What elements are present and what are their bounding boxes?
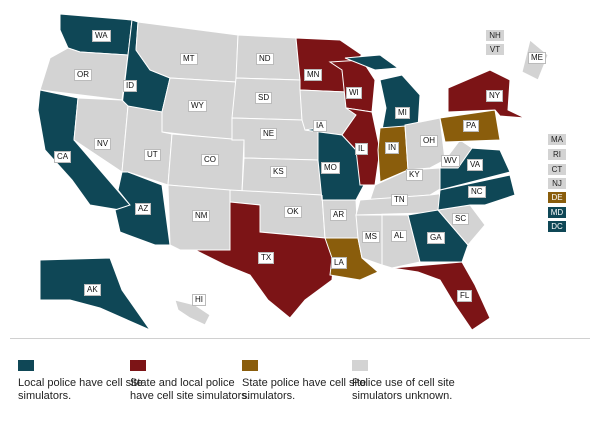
state-label-sd: SD — [255, 92, 273, 104]
legend-divider — [10, 338, 590, 339]
state-label-ne: NE — [260, 128, 278, 140]
small-state-box-md: MD — [548, 207, 566, 218]
state-label-or: OR — [74, 69, 92, 81]
state-label-tn: TN — [391, 194, 408, 206]
state-label-wy: WY — [188, 100, 207, 112]
state-label-id: ID — [123, 80, 137, 92]
state-label-ms: MS — [362, 231, 380, 243]
state-label-al: AL — [391, 230, 407, 242]
state-label-sc: SC — [452, 213, 470, 225]
small-state-box-ma: MA — [548, 134, 566, 145]
state-label-nm: NM — [192, 210, 211, 222]
state-label-co: CO — [201, 154, 219, 166]
small-state-box-nh: NH — [486, 30, 504, 41]
state-label-ut: UT — [144, 149, 161, 161]
state-label-me: ME — [528, 52, 546, 64]
state-label-ca: CA — [54, 151, 72, 163]
state-label-in: IN — [385, 142, 399, 154]
state-label-la: LA — [331, 257, 347, 269]
legend-swatch-state-local — [130, 360, 146, 371]
legend-label-state-local: State and local police have cell site si… — [130, 377, 250, 402]
small-state-box-dc: DC — [548, 221, 566, 232]
state-label-az: AZ — [135, 203, 152, 215]
legend-item-state-local: State and local police have cell site si… — [130, 360, 260, 403]
state-label-va: VA — [467, 159, 484, 171]
legend-swatch-local — [18, 360, 34, 371]
state-label-tx: TX — [258, 252, 275, 264]
state-label-nv: NV — [94, 138, 112, 150]
state-label-wi: WI — [346, 87, 362, 99]
state-label-nd: ND — [256, 53, 274, 65]
state-label-mo: MO — [321, 162, 340, 174]
state-label-fl: FL — [457, 290, 473, 302]
legend-item-local: Local police have cell site simulators. — [18, 360, 148, 403]
state-fl — [391, 261, 491, 331]
state-label-wv: WV — [441, 155, 460, 167]
legend-label-unknown: Police use of cell site simulators unkno… — [352, 377, 455, 402]
legend-swatch-state — [242, 360, 258, 371]
state-label-ar: AR — [330, 209, 348, 221]
state-label-oh: OH — [420, 135, 438, 147]
state-label-ia: IA — [313, 120, 327, 132]
small-state-box-de: DE — [548, 192, 566, 203]
state-label-ak: AK — [84, 284, 101, 296]
state-label-hi: HI — [192, 294, 206, 306]
state-label-mt: MT — [180, 53, 198, 65]
state-label-mi: MI — [395, 107, 410, 119]
state-label-ks: KS — [270, 166, 287, 178]
small-state-box-vt: VT — [486, 44, 504, 55]
small-state-box-nj: NJ — [548, 178, 566, 189]
state-label-pa: PA — [463, 120, 480, 132]
legend-label-local: Local police have cell site simulators. — [18, 377, 143, 402]
small-state-box-ct: CT — [548, 164, 566, 175]
legend-item-state: State police have cell site simulators. — [242, 360, 372, 403]
state-label-ny: NY — [486, 90, 504, 102]
state-label-wa: WA — [92, 30, 111, 42]
legend-swatch-unknown — [352, 360, 368, 371]
state-label-mn: MN — [304, 69, 323, 81]
small-state-box-ri: RI — [548, 149, 566, 160]
legend-label-state: State police have cell site simulators. — [242, 377, 367, 402]
state-label-ga: GA — [427, 232, 445, 244]
state-label-il: IL — [355, 143, 368, 155]
state-label-ky: KY — [406, 169, 423, 181]
state-label-ok: OK — [284, 206, 302, 218]
state-label-nc: NC — [468, 186, 486, 198]
legend-item-unknown: Police use of cell site simulators unkno… — [352, 360, 482, 403]
